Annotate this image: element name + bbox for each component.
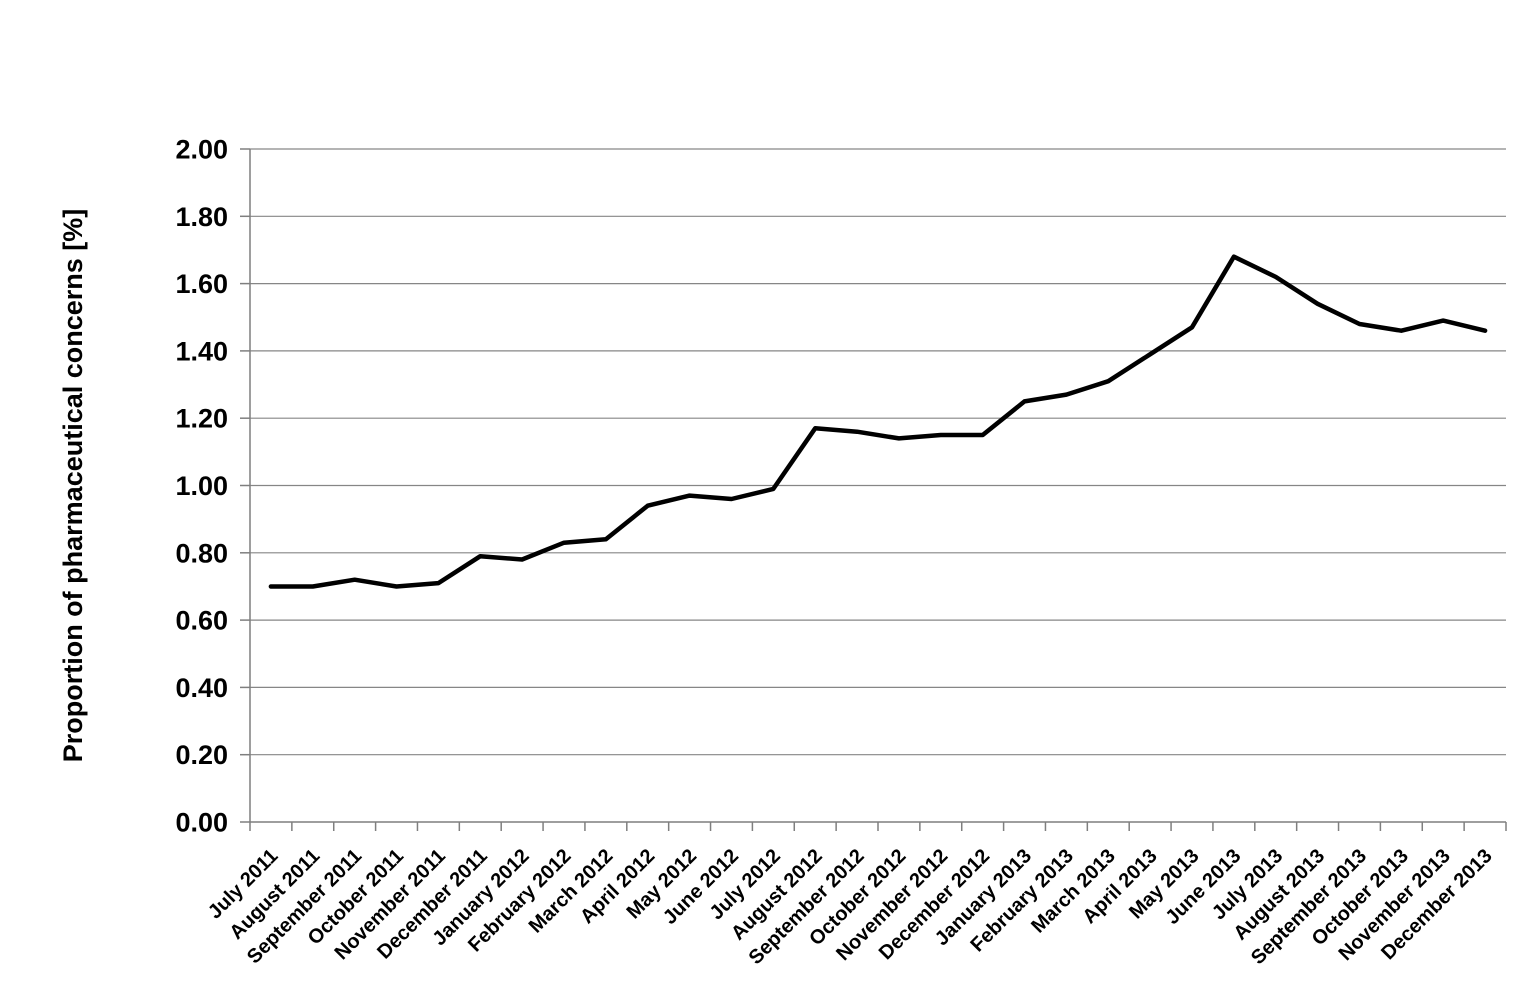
y-tick-label: 1.80 [175, 202, 228, 232]
y-tick-label: 0.40 [175, 673, 228, 703]
y-tick-label: 0.60 [175, 606, 228, 636]
y-tick-label: 1.40 [175, 336, 228, 366]
data-series-line [268, 254, 1488, 589]
y-tick-label: 0.80 [175, 538, 228, 568]
y-tick-label: 1.60 [175, 269, 228, 299]
y-tick-label: 0.00 [175, 808, 228, 838]
y-tick-label: 2.00 [175, 135, 228, 165]
y-axis-title: Proportion of pharmaceutical concerns [%… [58, 209, 88, 763]
y-tick-label: 1.20 [175, 404, 228, 434]
y-tick-label: 0.20 [175, 740, 228, 770]
y-tick-label: 1.00 [175, 471, 228, 501]
